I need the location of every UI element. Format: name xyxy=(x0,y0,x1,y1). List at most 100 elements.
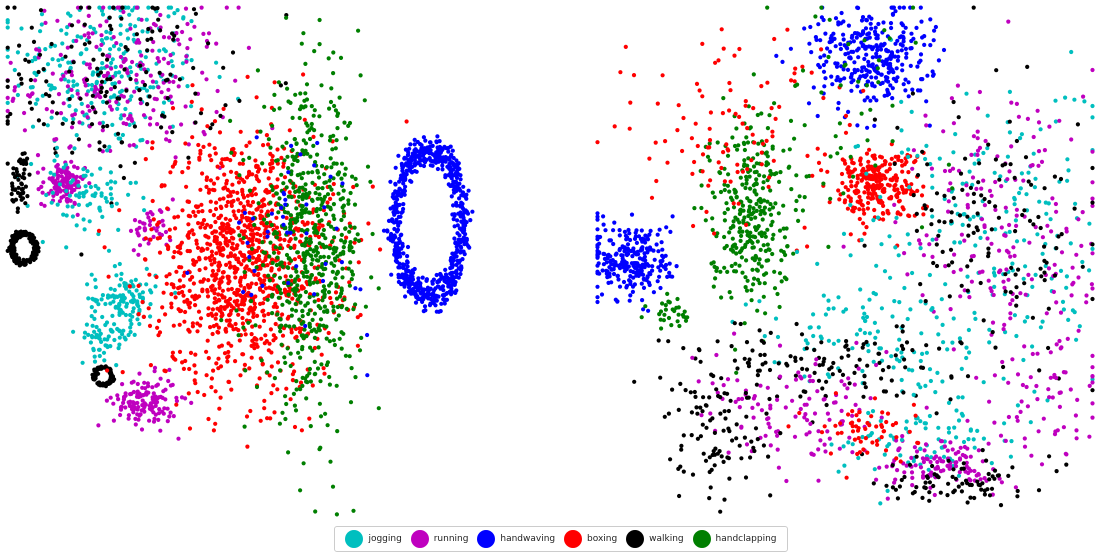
point-walking xyxy=(103,93,108,99)
point-handwaving xyxy=(432,288,437,293)
point-handwaving xyxy=(859,69,864,74)
point-handclapping xyxy=(755,308,760,313)
point-handwaving xyxy=(903,77,908,82)
point-handclapping xyxy=(297,194,302,199)
point-handwaving xyxy=(655,232,660,237)
point-handwaving xyxy=(249,292,254,297)
point-handwaving xyxy=(880,80,885,85)
point-walking xyxy=(16,185,21,190)
point-jogging xyxy=(128,22,133,27)
point-handclapping xyxy=(779,258,784,263)
point-handwaving xyxy=(928,17,933,22)
point-handclapping xyxy=(285,346,290,351)
point-jogging xyxy=(97,353,102,359)
point-walking xyxy=(27,172,32,177)
point-running xyxy=(168,53,173,58)
point-running xyxy=(36,187,41,192)
point-jogging xyxy=(12,67,17,73)
point-handclapping xyxy=(351,307,356,312)
point-handwaving xyxy=(845,46,850,51)
point-handwaving xyxy=(403,267,408,272)
point-boxing xyxy=(301,72,306,77)
point-handclapping xyxy=(710,227,715,233)
point-boxing xyxy=(267,341,272,346)
point-handclapping xyxy=(342,120,347,125)
point-jogging xyxy=(118,31,123,36)
point-walking xyxy=(11,237,16,242)
point-handclapping xyxy=(777,304,782,310)
point-handclapping xyxy=(307,128,312,133)
point-jogging xyxy=(113,180,118,185)
point-jogging xyxy=(124,304,129,309)
point-boxing xyxy=(196,209,201,214)
point-handclapping xyxy=(335,126,340,131)
point-handclapping xyxy=(300,309,305,314)
point-handwaving xyxy=(365,332,370,338)
point-handclapping xyxy=(739,233,744,238)
point-running xyxy=(224,5,229,10)
point-boxing xyxy=(156,333,161,338)
point-handwaving xyxy=(915,64,920,69)
point-handclapping xyxy=(754,169,759,174)
point-jogging xyxy=(153,284,158,289)
point-handclapping xyxy=(280,264,285,269)
point-jogging xyxy=(154,80,159,85)
point-handclapping xyxy=(752,182,758,187)
point-handclapping xyxy=(794,173,799,178)
point-jogging xyxy=(52,158,57,163)
point-handwaving xyxy=(434,140,439,145)
point-jogging xyxy=(75,82,80,87)
point-handwaving xyxy=(774,53,779,59)
point-boxing xyxy=(242,362,247,367)
point-handclapping xyxy=(722,218,728,223)
point-jogging xyxy=(80,360,85,365)
point-jogging xyxy=(64,31,69,36)
point-boxing xyxy=(302,222,307,227)
point-handwaving xyxy=(855,68,860,73)
point-handclapping xyxy=(268,240,273,245)
point-handwaving xyxy=(422,304,428,309)
point-boxing xyxy=(242,275,247,280)
point-boxing xyxy=(241,204,246,209)
point-boxing xyxy=(249,281,254,286)
point-handclapping xyxy=(329,86,334,91)
point-running xyxy=(174,398,179,404)
point-running xyxy=(163,387,168,392)
point-jogging xyxy=(135,299,140,304)
point-handclapping xyxy=(745,196,750,201)
point-walking xyxy=(13,197,19,202)
point-boxing xyxy=(274,288,279,293)
point-handclapping xyxy=(274,235,279,240)
point-boxing xyxy=(247,244,252,249)
point-boxing xyxy=(297,254,302,260)
point-walking xyxy=(44,79,49,84)
point-walking xyxy=(5,161,10,166)
point-boxing xyxy=(258,418,263,423)
tsne-plots xyxy=(5,5,1095,517)
point-handclapping xyxy=(256,201,261,206)
point-handwaving xyxy=(841,67,846,72)
point-boxing xyxy=(225,221,230,227)
point-boxing xyxy=(187,288,192,293)
point-handwaving xyxy=(825,46,830,51)
point-running xyxy=(101,73,107,79)
point-walking xyxy=(112,85,117,90)
point-jogging xyxy=(48,170,53,175)
point-handclapping xyxy=(318,306,323,311)
point-boxing xyxy=(185,297,190,303)
point-jogging xyxy=(108,192,113,197)
point-handclapping xyxy=(309,121,314,127)
point-jogging xyxy=(126,332,131,338)
point-boxing xyxy=(190,294,195,299)
point-handwaving xyxy=(823,31,828,36)
point-boxing xyxy=(164,274,169,279)
point-handwaving xyxy=(470,209,475,214)
point-handclapping xyxy=(724,243,729,249)
point-handclapping xyxy=(278,368,283,373)
point-boxing xyxy=(262,203,267,208)
point-boxing xyxy=(239,262,244,267)
point-handclapping xyxy=(752,276,757,281)
point-jogging xyxy=(142,208,147,213)
point-walking xyxy=(110,374,115,379)
point-jogging xyxy=(173,290,178,295)
